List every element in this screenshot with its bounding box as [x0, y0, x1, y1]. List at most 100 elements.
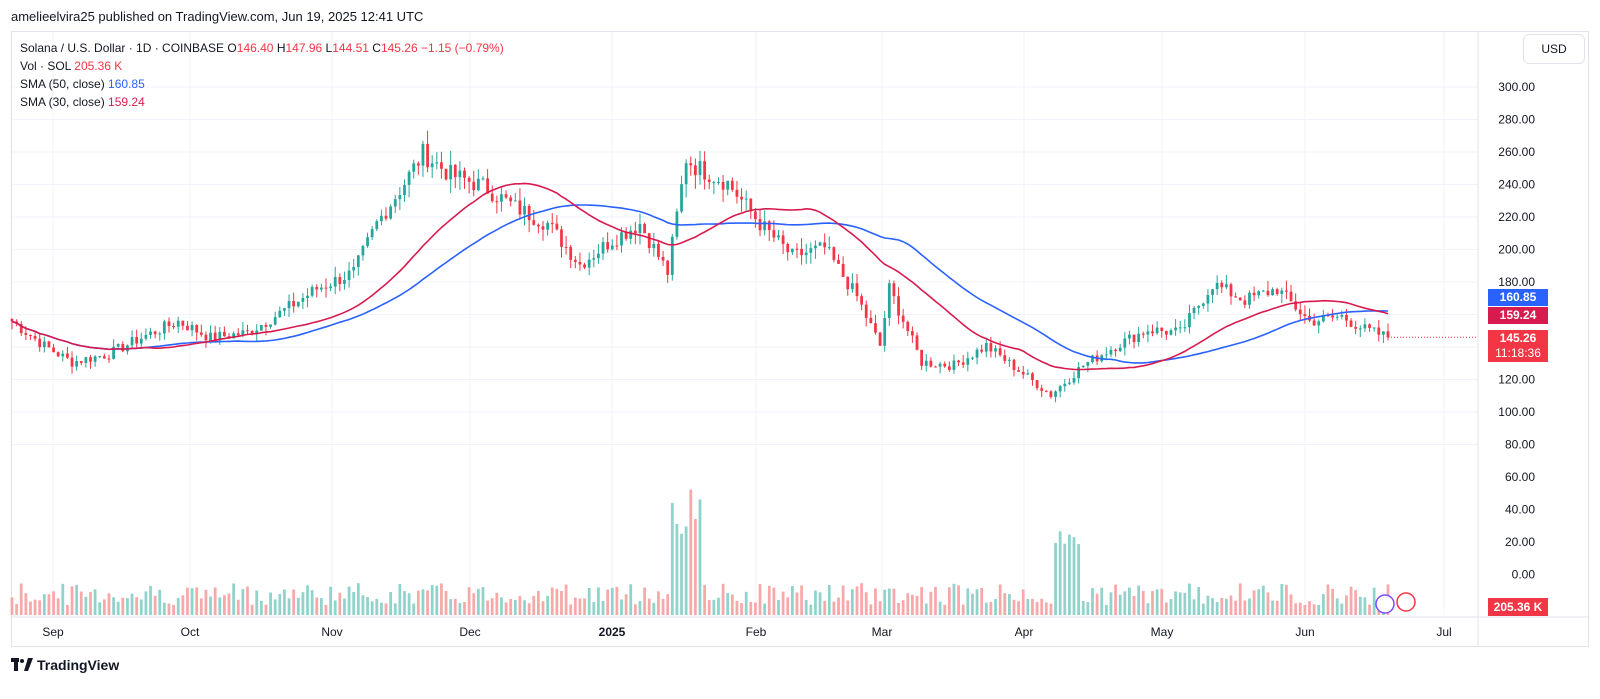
candle-body [490, 193, 494, 202]
volume-bar [1188, 583, 1191, 615]
volume-bar [209, 596, 212, 615]
volume-bar [176, 597, 180, 615]
volume-bar [444, 590, 448, 615]
candle-body [1358, 328, 1362, 330]
volume-bar [500, 597, 503, 615]
candle-body [1114, 349, 1117, 352]
volume-bar [1220, 597, 1224, 615]
candle-body [1317, 321, 1321, 326]
volume-bar [476, 588, 480, 615]
candle-body [689, 163, 693, 166]
candle-body [380, 215, 383, 222]
candle-body [1234, 296, 1238, 298]
candle-body [730, 180, 734, 190]
candle-body [564, 246, 568, 248]
candle-body [869, 317, 873, 324]
x-tick-label: Dec [459, 625, 480, 639]
candle-body [1012, 359, 1016, 371]
candle-body [754, 211, 757, 220]
volume-bar [754, 602, 757, 615]
chart-legend: Solana / U.S. Dollar · 1D · COINBASE O14… [20, 39, 504, 111]
candle-body [989, 343, 993, 352]
candle-body [1178, 327, 1182, 329]
volume-bar [643, 587, 646, 615]
volume-bar [1021, 589, 1025, 615]
candle-body [324, 287, 328, 289]
candle-body [209, 332, 212, 341]
volume-bar [227, 593, 231, 615]
volume-bar [952, 583, 956, 615]
candle-body [601, 242, 605, 254]
candle-body [347, 270, 351, 280]
candle-body [329, 286, 332, 289]
candle-body [906, 321, 910, 332]
volume-bar [283, 589, 286, 615]
candle-body [892, 283, 896, 297]
candle-body [749, 198, 753, 212]
candle-body [1225, 284, 1228, 288]
candle-body [994, 348, 997, 352]
volume-bar [52, 591, 55, 615]
volume-bar [236, 599, 240, 615]
candle-body [1026, 373, 1030, 375]
volume-bar [153, 595, 157, 615]
volume-bar [1280, 583, 1284, 615]
volume-bar [130, 593, 134, 615]
volume-bar [555, 588, 559, 615]
volume-bar [980, 587, 984, 615]
volume-bar [190, 588, 194, 615]
candle-body [929, 360, 933, 367]
candle-body [550, 222, 554, 224]
candle-body [961, 362, 965, 365]
candle-body [33, 335, 37, 339]
candle-body [375, 221, 379, 230]
volume-bar [453, 598, 457, 615]
volume-bar [66, 604, 69, 615]
volume-bar [938, 601, 942, 615]
volume-bar [352, 591, 356, 615]
currency-selector[interactable]: USD [1523, 34, 1585, 64]
legend-volume-row[interactable]: Vol · SOL 205.36 K [20, 57, 504, 75]
volume-bar [846, 600, 850, 615]
candle-body [1164, 330, 1168, 335]
volume-bar [966, 588, 970, 615]
volume-bar [749, 601, 753, 615]
volume-bar [24, 593, 28, 615]
volume-bar [1238, 583, 1242, 615]
volume-bar [79, 591, 83, 615]
candle-body [259, 324, 263, 331]
volume-bar [832, 601, 836, 615]
legend-symbol-row[interactable]: Solana / U.S. Dollar · 1D · COINBASE O14… [20, 39, 504, 57]
volume-bar [112, 597, 115, 615]
volume-bar [407, 593, 411, 615]
legend-sma30-row[interactable]: SMA (30, close) 159.24 [20, 93, 504, 111]
symbol-name[interactable]: Solana / U.S. Dollar · 1D · COINBASE [20, 41, 225, 55]
candle-body [1197, 306, 1201, 308]
volume-bar [213, 587, 217, 615]
candle-body [1169, 330, 1173, 335]
volume-bar [1261, 585, 1265, 615]
candle-body [740, 196, 743, 200]
candle-body [1174, 327, 1177, 331]
candle-body [1285, 290, 1288, 292]
volume-bar [172, 604, 175, 615]
candle-body [162, 321, 166, 334]
sma30-label: SMA (30, close) [20, 95, 105, 109]
candle-body [273, 317, 277, 325]
volume-bar [29, 601, 32, 615]
candle-body [29, 334, 32, 336]
candle-body [1386, 331, 1390, 338]
footer-brand[interactable]: TradingView [11, 657, 119, 673]
volume-bar [638, 601, 642, 615]
candle-body [1146, 331, 1150, 335]
volume-bar [1303, 604, 1307, 615]
candle-body [1040, 388, 1044, 391]
volume-bar [1298, 602, 1302, 615]
volume-bar [481, 587, 485, 615]
volume-bar [1266, 592, 1270, 615]
volume-bar [1100, 587, 1104, 615]
legend-sma50-row[interactable]: SMA (50, close) 160.85 [20, 75, 504, 93]
candle-body [389, 206, 393, 219]
candle-body [384, 215, 388, 219]
volume-bar [827, 585, 831, 615]
